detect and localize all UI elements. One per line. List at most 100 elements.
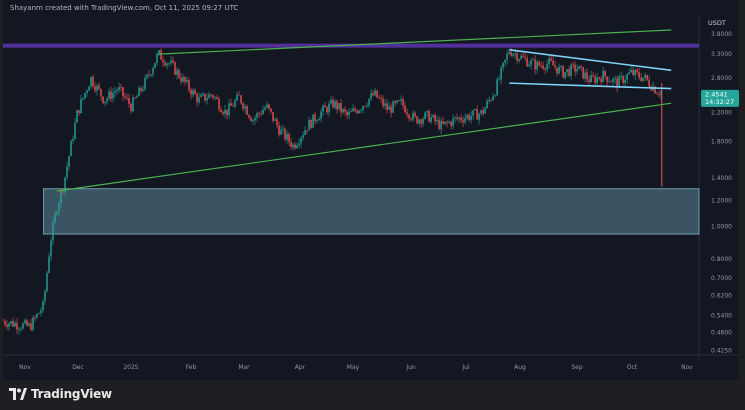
candle-body [550,58,552,61]
candle-body [276,119,278,126]
candle-body [264,107,266,110]
upper-trendline [158,29,672,55]
candle-body [390,106,392,113]
candle-body [30,323,32,331]
candle-body [574,64,576,72]
candle-body [232,105,234,107]
candle-body [224,109,226,114]
candle-body [540,65,542,67]
candle-body [68,156,70,167]
tradingview-logo[interactable]: TradingView [9,387,112,401]
candle-body [200,95,202,98]
candle-body [610,81,612,83]
candle-body [446,121,448,123]
candle-body [458,117,460,119]
candle-body [578,66,580,70]
candle-body [492,96,494,101]
candle-body [70,140,72,157]
candle-body [328,103,330,113]
x-tick-label: Nov [19,364,31,371]
candle-body [314,114,316,122]
candle-body [296,145,298,149]
candle-body [602,70,604,83]
tradingview-logo-icon [9,388,27,400]
candle-body [340,103,342,113]
candle-body [600,78,602,83]
candle-body [168,63,170,65]
candle-body [346,111,348,116]
candle-body [524,57,526,59]
candle-body [586,72,588,80]
candle-body [318,118,320,121]
candle-body [154,63,156,69]
candle-body [388,106,390,110]
candle-body [14,322,16,327]
x-tick-label: Sep [571,364,583,371]
candle-body [184,76,186,82]
candle-body [612,78,614,82]
candle-body [338,103,340,110]
candle-body [50,240,52,257]
candle-body [616,78,618,88]
candle-body [384,103,386,106]
candle-body [146,74,148,78]
candle-body [286,133,288,140]
candle-body [118,86,120,91]
y-tick-label: 1.4000 [711,175,732,182]
candle-body [528,64,530,67]
candle-body [204,93,206,101]
candle-body [500,67,502,80]
candle-body [86,90,88,93]
candle-body [110,91,112,99]
candle-body [538,61,540,66]
chart-frame[interactable]: Shayanm created with TradingView.com, Oc… [3,0,739,380]
candle-body [120,86,122,88]
candle-body [140,87,142,91]
candle-body [512,54,514,56]
candle-body [138,87,140,97]
candle-body [6,324,8,327]
candle-body [192,90,194,95]
candle-body [22,323,24,329]
candle-body [240,95,242,104]
candle-body [64,177,66,192]
candle-body [658,94,660,96]
candle-body [80,99,82,114]
candle-body [364,106,366,107]
y-tick-label: 0.7000 [711,275,732,282]
candle-body [440,121,442,130]
candle-body [606,76,608,82]
candle-body [436,119,438,122]
candle-body [498,79,500,81]
candle-body [226,109,228,116]
candle-body [130,104,132,112]
candle-body [502,62,504,68]
candle-body [416,116,418,124]
candle-body [412,112,414,120]
candle-body [106,98,108,102]
candle-body [620,76,622,77]
candle-body [378,97,380,99]
y-tick-label: 3.3000 [711,51,732,58]
candle-body [66,166,68,178]
candle-body [630,69,632,73]
candle-body [324,105,326,108]
candle-body [164,62,166,66]
candle-body [216,97,218,99]
candle-body [72,138,74,141]
candle-body [356,110,358,114]
candle-body [158,50,160,54]
candle-body [94,86,96,91]
candle-body [308,119,310,131]
candle-body [634,69,636,76]
candle-body [462,120,464,123]
candle-body [290,141,292,148]
currency-label[interactable]: USDT [708,19,726,27]
candle-body [78,110,80,114]
candle-body [464,118,466,123]
candle-body [238,94,240,96]
lower-trendline [56,102,672,192]
candle-body [114,91,116,93]
candle-body [228,103,230,116]
price-chart[interactable]: 3.8000 3.3000 2.8000 2.2000 1.8000 1.4000 1.20… [3,0,739,380]
